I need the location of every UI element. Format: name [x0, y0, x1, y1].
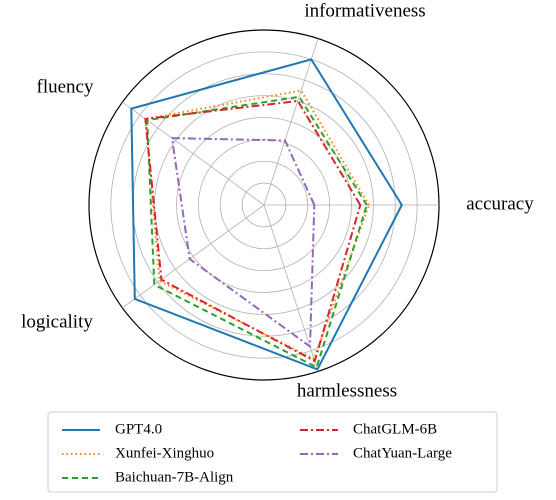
spoke [263, 38, 319, 206]
axis-label: accuracy [466, 193, 534, 214]
spoke [263, 204, 319, 372]
axis-label: informativeness [304, 0, 425, 21]
legend-label: ChatGLM-6B [353, 421, 437, 437]
spoke [122, 204, 265, 309]
legend-label: Xunfei-Xinghuo [115, 445, 214, 461]
legend-box [47, 411, 498, 493]
axis-label: logicality [21, 311, 93, 332]
legend-label: ChatYuan-Large [353, 445, 452, 461]
axis-label: fluency [37, 76, 94, 97]
series-line [130, 58, 403, 371]
axis-label: harmlessness [297, 380, 397, 401]
series-line [144, 99, 362, 363]
series-line [170, 137, 316, 349]
legend: GPT4.0 Xunfei-Xinghuo Baichuan-7B-Align Cha… [62, 421, 452, 485]
series-line [146, 95, 368, 369]
legend-label: Baichuan-7B-Align [115, 469, 234, 485]
legend-label: GPT4.0 [115, 421, 162, 437]
